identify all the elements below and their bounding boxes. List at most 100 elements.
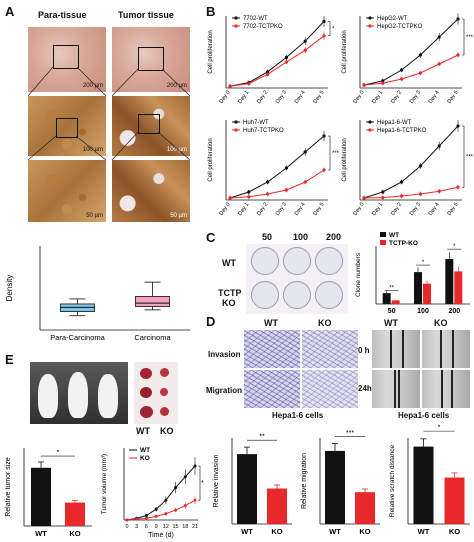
x-category-label: Para-Carcinoma (50, 333, 105, 342)
significance-label: * (332, 27, 335, 33)
x-category-label: KO (69, 529, 80, 538)
x-tick-label: Day 5 (312, 90, 325, 105)
x-tick-label: Day 0 (218, 90, 231, 105)
colony-dish (251, 247, 279, 275)
relative-invasion-bar-chart: Relative invasion WT KO ** (213, 434, 292, 536)
scratch-wt-24h (372, 370, 420, 408)
x-tick-label: Day 0 (352, 90, 365, 105)
legend-marker (368, 16, 372, 20)
y-axis-label: Relative migration (301, 453, 308, 509)
data-point (247, 190, 251, 194)
significance-bracket (462, 125, 465, 188)
bar (325, 450, 345, 524)
significance-label: * (201, 480, 204, 487)
data-point (247, 195, 251, 199)
significance-bracket (328, 21, 331, 37)
x-category-label: KO (449, 527, 460, 536)
scale-bar-label: 50 µm (170, 213, 187, 219)
bar (65, 502, 85, 526)
plate-row-label-wt: WT (222, 258, 236, 268)
legend-label: Huh7-TCTPKO (243, 128, 284, 134)
x-tick-label: Day 4 (294, 90, 307, 105)
significance-label: *** (466, 155, 474, 161)
x-category-label: Carcinoma (134, 333, 171, 342)
x-tick-label: Day 4 (294, 202, 307, 217)
proliferation-chart-hepa1-6: Cell proliferation Day 0 Day 1 Day 2 Day 3 Da… (342, 120, 474, 217)
data-point (183, 504, 187, 508)
x-tick-label: 15 (173, 524, 179, 530)
tumor-sample (140, 368, 152, 379)
significance-label: * (438, 425, 441, 432)
legend-swatch (380, 232, 386, 237)
zoom-box (138, 47, 164, 71)
y-axis-label: Cell proliferation (208, 30, 214, 73)
proliferation-chart-7702: Cell proliferation Day 0 Day 1 Day 2 Day 3 Da… (208, 16, 335, 105)
connector-line (157, 131, 191, 161)
data-point (418, 53, 422, 57)
scratch-edge (390, 330, 392, 368)
x-tick-label: 12 (163, 524, 169, 530)
y-axis-label: Relative invasion (213, 454, 220, 507)
box (135, 296, 170, 307)
row-label-migration: Migration (206, 386, 242, 395)
data-point (456, 53, 460, 57)
data-point (362, 83, 366, 87)
time-label-0h: 0 h (358, 346, 370, 355)
mice-photo (30, 362, 128, 424)
connector-line (27, 66, 54, 97)
x-category-label: KO (271, 527, 282, 536)
colony-plate-photo (246, 244, 348, 314)
bar (423, 283, 431, 304)
significance-label: *** (466, 35, 474, 41)
series-line (363, 186, 459, 199)
data-point (400, 68, 404, 72)
x-tick-label: Day 1 (237, 202, 250, 217)
data-point (284, 55, 288, 60)
colony-dish (315, 281, 343, 309)
panel-label-d: D (206, 314, 216, 329)
series-line (229, 21, 325, 87)
connector-line (111, 131, 139, 161)
legend-label: Hepa1-6-WT (377, 120, 412, 126)
x-tick-label: Day 1 (371, 90, 384, 105)
y-axis-label: Cell proliferation (342, 138, 348, 181)
significance-bracket (198, 465, 201, 501)
series-line (363, 54, 459, 86)
data-point (266, 72, 270, 76)
data-point (174, 486, 178, 490)
scale-bar-label: 100 µm (82, 147, 103, 153)
x-category-label: 100 (417, 308, 429, 315)
density-box-plot: Density Para-Carcinoma Carcinoma (5, 246, 190, 342)
data-point (362, 196, 366, 200)
tumor-sample (160, 407, 169, 416)
invasion-ko-title: KO (318, 318, 332, 328)
x-tick-label: Day 3 (275, 90, 288, 105)
mouse (98, 374, 118, 418)
bar (413, 446, 434, 524)
bar (31, 467, 51, 526)
proliferation-chart-hepg2: Cell proliferation Day 0 Day 1 Day 2 Day 3 Da… (342, 13, 474, 105)
data-point (303, 150, 307, 154)
series-line (363, 18, 459, 86)
tumor-tissue-high-mag: 50 µm (112, 160, 190, 222)
x-tick-label: Day 5 (446, 90, 459, 105)
bar (454, 271, 463, 304)
legend-marker (234, 120, 238, 124)
x-tick-label: Day 0 (218, 202, 231, 217)
colony-dish (283, 281, 311, 309)
data-point (418, 192, 422, 196)
significance-bracket (328, 135, 331, 171)
data-point (381, 196, 385, 200)
para-tissue-mid-mag: 100 µm (28, 96, 106, 156)
data-point (164, 498, 168, 502)
significance-label: ** (389, 286, 394, 292)
x-tick-label: 3 (135, 524, 138, 530)
y-axis-label: Tumor volume (mm³) (101, 454, 108, 514)
plate-column-label: 200 (326, 232, 342, 242)
time-label-24h: 24h (358, 384, 372, 393)
data-point (154, 507, 158, 511)
hepa-cells-caption-right: Hepa1-6 cells (398, 411, 450, 420)
data-point (322, 168, 326, 172)
data-point (247, 82, 251, 86)
scratch-edge (440, 330, 442, 368)
